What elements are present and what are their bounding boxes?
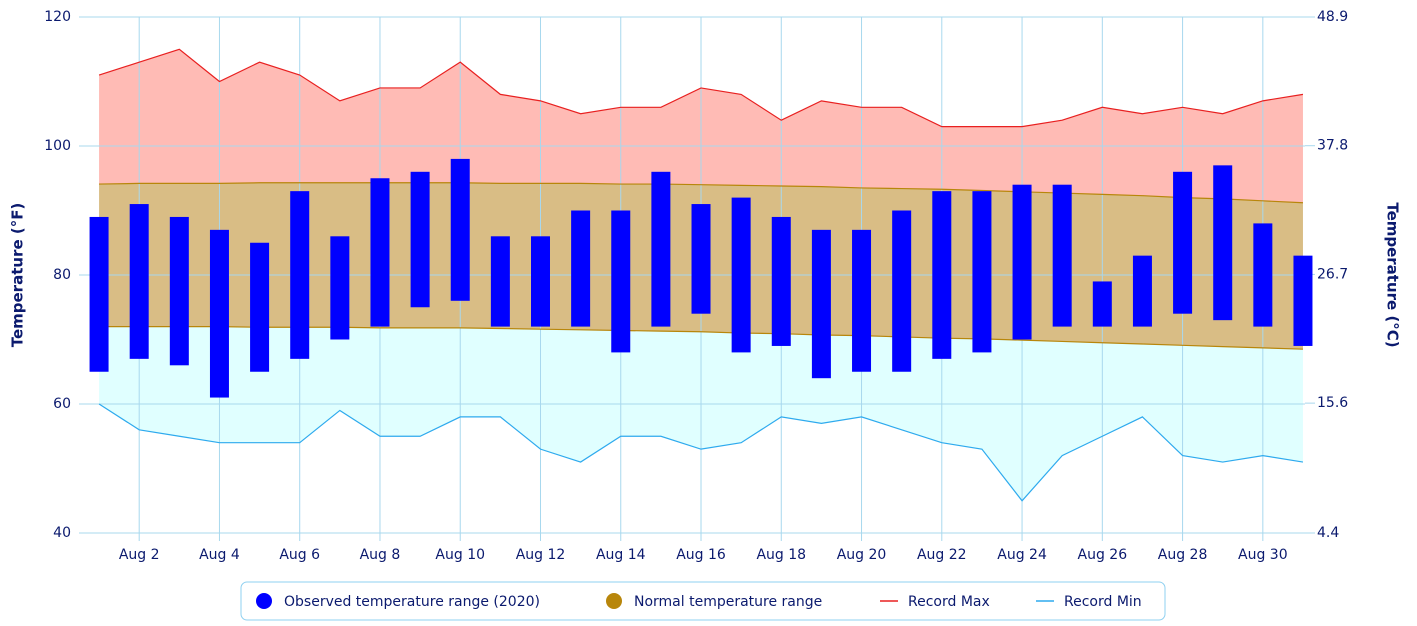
- bar: [571, 210, 591, 327]
- y2-tick-label: 15.6: [1317, 395, 1348, 411]
- legend-label: Record Max: [908, 594, 990, 610]
- y2-tick-label: 4.4: [1317, 525, 1339, 541]
- legend-marker: [606, 593, 622, 609]
- line: [98, 403, 1304, 502]
- bar: [129, 204, 149, 359]
- legend-marker: [256, 593, 272, 609]
- y-tick-label: 100: [44, 138, 71, 154]
- x-tick-label: Aug 14: [596, 547, 646, 563]
- bar: [290, 191, 310, 359]
- bar: [169, 216, 189, 366]
- line: [99, 182, 1303, 204]
- x-tick-label: Aug 28: [1158, 547, 1208, 563]
- x-tick-label: Aug 30: [1238, 547, 1288, 563]
- line: [98, 48, 1304, 128]
- x-tick-label: Aug 26: [1078, 547, 1128, 563]
- bar: [490, 236, 510, 327]
- bar: [89, 216, 109, 372]
- legend-label: Observed temperature range (2020): [284, 594, 540, 610]
- bar: [611, 210, 631, 353]
- bar: [1253, 223, 1273, 327]
- bar: [209, 229, 229, 398]
- x-tick-label: Aug 16: [676, 547, 726, 563]
- y-tick-label: 40: [53, 525, 71, 541]
- bar: [450, 158, 470, 301]
- bar: [651, 171, 671, 327]
- bar: [731, 197, 751, 353]
- bar: [250, 242, 270, 372]
- x-tick-label: Aug 8: [360, 547, 401, 563]
- bar: [1293, 255, 1313, 346]
- bar: [852, 229, 872, 372]
- y2-tick-label: 48.9: [1317, 9, 1348, 25]
- x-tick-label: Aug 24: [997, 547, 1047, 563]
- bar: [410, 171, 430, 308]
- bar: [1052, 184, 1072, 327]
- bar: [771, 216, 791, 346]
- x-tick-label: Aug 2: [119, 547, 160, 563]
- x-tick-label: Aug 4: [199, 547, 240, 563]
- bar: [1173, 171, 1193, 314]
- legend-box: [240, 581, 1166, 621]
- x-tick-label: Aug 10: [435, 547, 485, 563]
- bar: [1132, 255, 1152, 327]
- y-axis-title: Temperature (°F): [9, 203, 27, 348]
- legend-label: Normal temperature range: [634, 594, 822, 610]
- x-tick-label: Aug 18: [756, 547, 806, 563]
- bar: [1092, 281, 1112, 327]
- y-tick-label: 60: [53, 396, 71, 412]
- y-tick-label: 120: [44, 9, 71, 25]
- x-tick-label: Aug 6: [279, 547, 320, 563]
- x-tick-label: Aug 20: [837, 547, 887, 563]
- x-tick-label: Aug 22: [917, 547, 967, 563]
- bar: [1012, 184, 1032, 340]
- y-tick-label: 80: [53, 267, 71, 283]
- bar: [330, 236, 350, 340]
- bar: [1213, 165, 1233, 321]
- bar: [972, 191, 992, 353]
- x-tick-label: Aug 12: [516, 547, 566, 563]
- legend-label: Record Min: [1064, 594, 1142, 610]
- bar: [530, 236, 550, 327]
- y2-tick-label: 26.7: [1317, 266, 1348, 282]
- bar: [892, 210, 912, 372]
- y2-tick-label: 37.8: [1317, 138, 1348, 154]
- bar: [811, 229, 831, 379]
- bar: [370, 178, 390, 327]
- y2-axis-title: Temperature (°C): [1384, 202, 1402, 347]
- bar: [691, 204, 711, 314]
- bar: [932, 191, 952, 359]
